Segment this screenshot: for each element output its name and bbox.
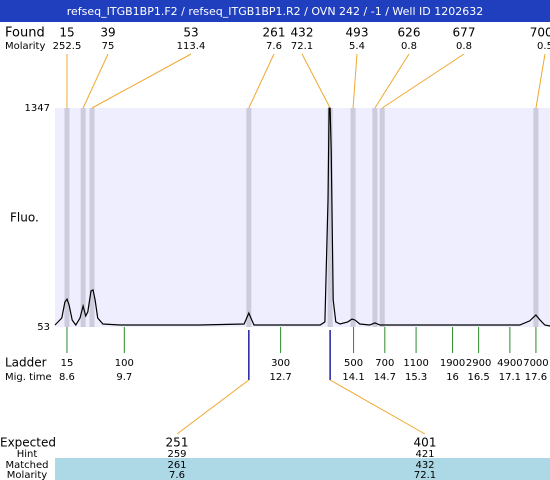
found-size: 39 — [100, 26, 115, 40]
ladder-size: 1900 — [440, 358, 465, 369]
ladder-size: 4900 — [497, 358, 522, 369]
peak-connector — [91, 53, 192, 109]
found-size: 53 — [183, 26, 198, 40]
found-molarity: 0.5 — [537, 41, 550, 52]
found-molarity: 0.8 — [401, 41, 417, 52]
peak-connector — [82, 53, 109, 109]
row-label: Expected — [0, 436, 56, 450]
found-size: 15 — [59, 26, 74, 40]
found-size: 626 — [398, 26, 421, 40]
found-size: 493 — [346, 26, 369, 40]
peak-band — [350, 108, 356, 327]
ladder-size: 500 — [344, 358, 363, 369]
ladder-size: 700 — [375, 358, 394, 369]
mig-time: 12.7 — [269, 372, 291, 383]
molarity-label: Molarity — [5, 41, 45, 52]
peak-band — [533, 108, 539, 327]
row-label: Matched — [5, 460, 48, 471]
table-cell: 421 — [415, 449, 434, 460]
peak-band — [379, 108, 385, 327]
found-molarity: 7.6 — [266, 41, 282, 52]
mig-time: 17.6 — [525, 372, 547, 383]
peak-connector — [381, 53, 465, 109]
found-size: 677 — [453, 26, 476, 40]
table-cell: 251 — [166, 436, 189, 450]
peak-connector — [352, 53, 358, 109]
match-connector — [329, 379, 426, 435]
peak-connector — [301, 53, 331, 109]
ladder-size: 7000 — [523, 358, 548, 369]
found-size: 432 — [291, 26, 314, 40]
table-cell: 72.1 — [414, 470, 436, 480]
found-molarity: 75 — [102, 41, 115, 52]
mig-time: 14.1 — [342, 372, 364, 383]
found-molarity: 72.1 — [291, 41, 313, 52]
peak-band — [89, 108, 95, 327]
peak-band — [246, 108, 252, 327]
mig-time: 16 — [446, 372, 459, 383]
table-cell: 259 — [167, 449, 186, 460]
ladder-size: 300 — [271, 358, 290, 369]
mig-time: 8.6 — [59, 372, 75, 383]
found-size: 7000 — [530, 26, 550, 40]
mig-time: 14.7 — [374, 372, 396, 383]
peak-band — [80, 108, 86, 327]
title-bar — [0, 0, 550, 22]
peak-band — [327, 108, 333, 327]
mig-time: 17.1 — [499, 372, 521, 383]
table-cell: 261 — [167, 460, 186, 471]
peak-band — [372, 108, 378, 327]
match-connector — [176, 379, 250, 435]
table-cell: 401 — [414, 436, 437, 450]
table-cell: 7.6 — [169, 470, 185, 480]
row-label: Hint — [17, 449, 38, 460]
mig-time: 15.3 — [405, 372, 427, 383]
ladder-size: 15 — [61, 358, 74, 369]
found-molarity: 113.4 — [177, 41, 206, 52]
y-tick-label: 53 — [37, 322, 50, 333]
found-size: 261 — [263, 26, 286, 40]
matched-highlight — [55, 458, 550, 480]
table-cell: 432 — [415, 460, 434, 471]
mig-time: 16.5 — [467, 372, 489, 383]
ladder-label: Ladder — [5, 356, 47, 370]
plot-area — [55, 108, 550, 327]
found-molarity: 5.4 — [349, 41, 365, 52]
row-label: Molarity — [7, 470, 47, 480]
found-label: Found — [5, 26, 45, 41]
trace-line — [54, 107, 550, 327]
ladder-size: 2900 — [466, 358, 491, 369]
peak-band — [64, 108, 70, 327]
ladder-size: 100 — [115, 358, 134, 369]
title: refseq_ITGB1BP1.F2 / refseq_ITGB1BP1.R2 … — [67, 5, 483, 18]
peak-connector — [248, 53, 275, 109]
peak-connector — [535, 53, 546, 109]
mig-time: 9.7 — [116, 372, 132, 383]
y-tick-label: 1347 — [25, 103, 50, 114]
peak-connector — [374, 53, 410, 109]
found-molarity: 252.5 — [53, 41, 82, 52]
mig-time-label: Mig. time — [5, 372, 52, 383]
y-axis-label: Fluo. — [10, 211, 39, 225]
found-molarity: 0.8 — [456, 41, 472, 52]
ladder-size: 1100 — [403, 358, 428, 369]
